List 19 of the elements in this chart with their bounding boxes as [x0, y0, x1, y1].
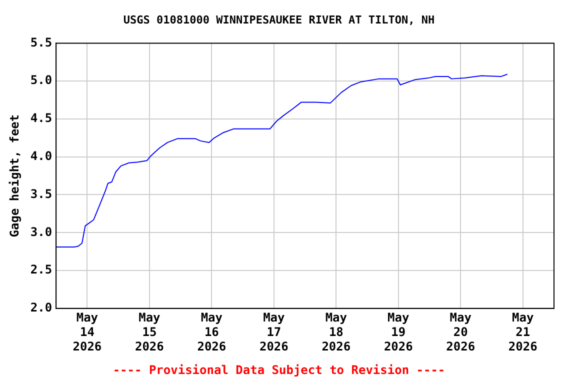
- y-tick-label: 4.5: [30, 111, 52, 126]
- y-tick-label: 2.5: [30, 262, 52, 277]
- x-tick-label: May 15 2026: [134, 310, 164, 354]
- y-tick-label: 3.5: [30, 186, 52, 201]
- x-tick-label: May 17 2026: [259, 310, 288, 354]
- y-tick-label: 3.0: [30, 224, 52, 239]
- y-tick-label: 5.5: [30, 35, 52, 50]
- x-tick-label: May 18 2026: [322, 310, 351, 354]
- x-tick-label: May 21 2026: [508, 310, 538, 354]
- x-tick-label: May 16 2026: [197, 310, 226, 354]
- x-tick-label: May 14 2026: [72, 310, 102, 354]
- y-tick-label: 4.0: [30, 148, 52, 163]
- text: ---- Provisional Data Subject to Revision ----: [112, 362, 446, 377]
- x-tick-label: May 20 2026: [446, 310, 476, 354]
- chart-title: USGS 01081000 WINNIPESAUKEE RIVER AT TILTON, NH: [123, 13, 435, 26]
- y-axis-title: Gage height, feet: [7, 114, 22, 238]
- y-tick-label: 2.0: [30, 300, 52, 315]
- x-tick-label: May 19 2026: [384, 310, 413, 354]
- y-tick-label: 5.0: [30, 73, 52, 88]
